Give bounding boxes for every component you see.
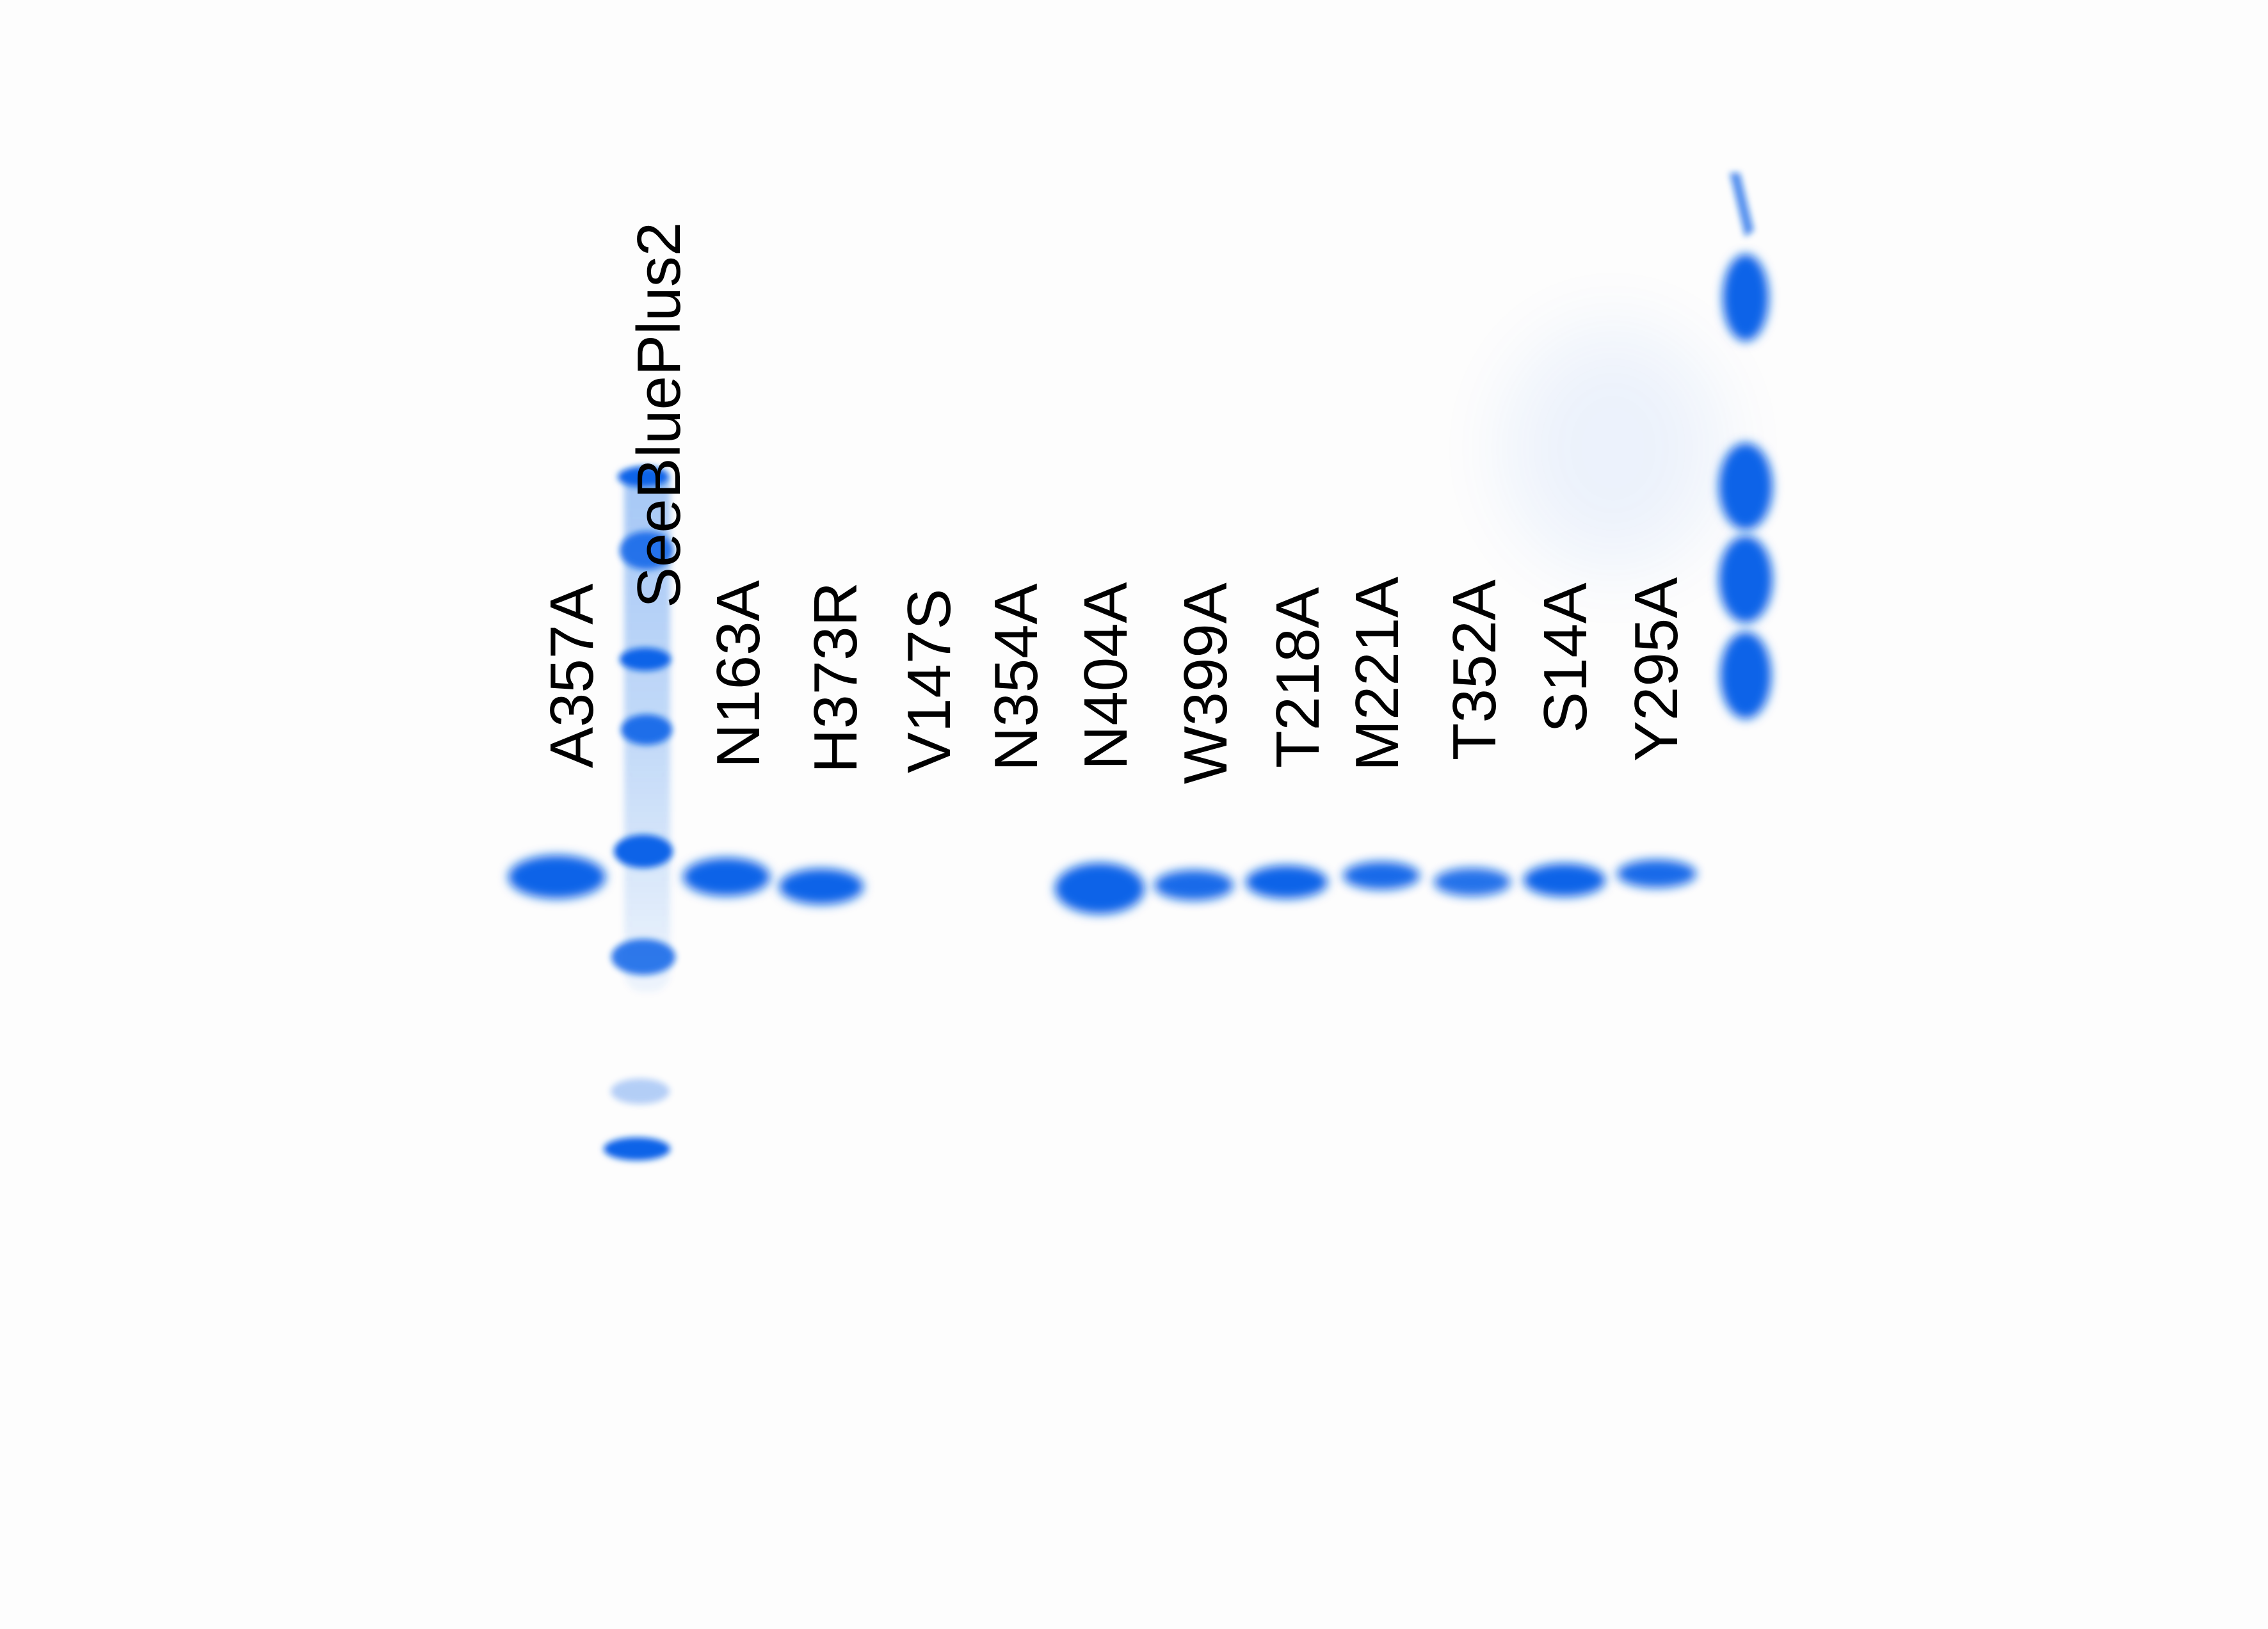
band-lane-12 xyxy=(1524,863,1605,897)
gel-haze xyxy=(1504,326,1722,570)
lane-label-ladder: SeeBluePlus2 xyxy=(625,221,693,608)
right-edge-bands xyxy=(1719,173,1773,719)
band-lane-1 xyxy=(508,855,606,899)
ladder-lane xyxy=(604,467,675,1160)
band-lane-4 xyxy=(779,869,864,904)
lane-label-8: W399A xyxy=(1171,582,1240,784)
lane-label-11: T352A xyxy=(1440,579,1509,760)
band-lane-11 xyxy=(1434,868,1511,896)
band-lane-9 xyxy=(1246,865,1328,899)
lane-label-7: N404A xyxy=(1072,582,1140,770)
sample-bands xyxy=(508,855,1696,914)
band-lane-8 xyxy=(1154,870,1234,901)
band-lane-3 xyxy=(683,858,770,896)
lane-label-12: S14A xyxy=(1531,582,1600,733)
lane-label-9: T218A xyxy=(1264,587,1332,768)
lane-label-6: N354A xyxy=(982,583,1050,771)
band-lane-10 xyxy=(1343,862,1420,890)
lane-label-13: Y295A xyxy=(1622,577,1691,762)
lane-label-3: N163A xyxy=(704,580,773,768)
band-lane-13 xyxy=(1617,860,1696,888)
lane-label-5: V147S xyxy=(895,588,963,773)
lane-label-10: M221A xyxy=(1343,576,1411,771)
band-lane-7 xyxy=(1055,863,1145,914)
lane-label-4: H373R xyxy=(801,582,870,773)
lane-label-1: A357A xyxy=(538,583,606,768)
